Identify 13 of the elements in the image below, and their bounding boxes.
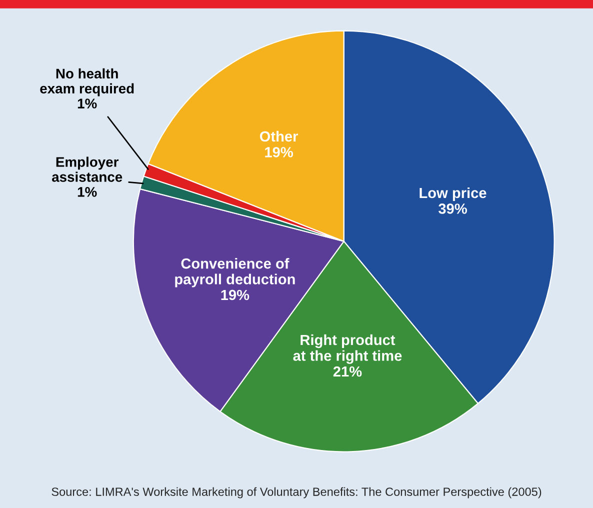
slice-label: Other xyxy=(260,130,298,142)
data-label: 1% xyxy=(78,98,97,108)
data-label: 19% xyxy=(265,147,293,158)
slice-label: Convenience of payroll deduction xyxy=(175,258,295,288)
slice-label: Employer assistance xyxy=(52,156,122,182)
data-label: 1% xyxy=(78,187,97,197)
slice-label: Low price xyxy=(420,187,486,202)
slice-label: Right product at the right time xyxy=(293,334,402,364)
data-label: 19% xyxy=(221,290,250,300)
data-label: 21% xyxy=(333,366,362,377)
slice-label: No health exam required xyxy=(40,68,134,96)
data-label: 39% xyxy=(438,204,467,214)
source-note: Source: LIMRA's Worksite Marketing of Voluntary Benefits: The Consumer Perspective (2005) xyxy=(52,487,542,498)
